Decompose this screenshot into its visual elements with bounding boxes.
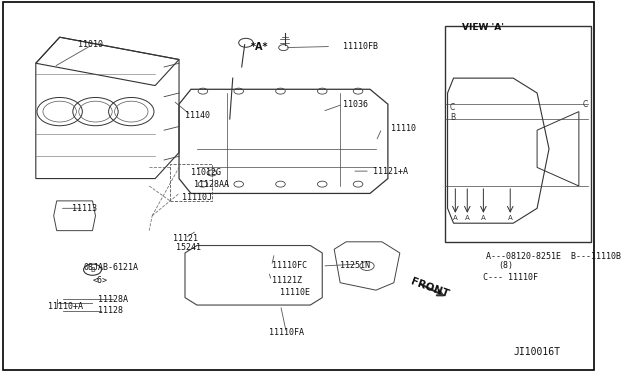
Text: 11251N: 11251N	[340, 262, 370, 270]
Text: FRONT: FRONT	[409, 277, 450, 300]
Text: B: B	[450, 113, 455, 122]
Text: 11012G: 11012G	[191, 169, 221, 177]
Text: A: A	[465, 215, 470, 221]
Text: 11110E: 11110E	[280, 288, 310, 296]
Text: 11128: 11128	[99, 306, 124, 315]
Text: 11110: 11110	[391, 124, 416, 133]
Text: C: C	[582, 100, 588, 109]
Text: 15241: 15241	[176, 243, 201, 252]
Text: 11110FC: 11110FC	[271, 262, 307, 270]
Text: A: A	[453, 215, 458, 221]
Text: A---08120-8251E  B---11110B: A---08120-8251E B---11110B	[486, 252, 621, 261]
Text: B: B	[90, 267, 95, 273]
Text: A: A	[508, 215, 513, 221]
Text: <6>: <6>	[93, 276, 108, 285]
Text: 11128A: 11128A	[99, 295, 129, 304]
Text: 08JAB-6121A: 08JAB-6121A	[84, 263, 138, 272]
Text: 11110+A: 11110+A	[48, 302, 83, 311]
Text: 11110FB: 11110FB	[343, 42, 378, 51]
Text: VIEW 'A': VIEW 'A'	[462, 23, 504, 32]
Text: 11010: 11010	[77, 40, 102, 49]
Text: 11110J: 11110J	[182, 193, 212, 202]
Text: 11121Z: 11121Z	[271, 276, 301, 285]
Text: C: C	[450, 103, 455, 112]
Text: 11121+A: 11121+A	[373, 167, 408, 176]
Text: *A*: *A*	[251, 42, 268, 51]
Text: 11140: 11140	[185, 111, 210, 120]
Text: 11113: 11113	[72, 204, 97, 213]
Text: C--- 11110F: C--- 11110F	[483, 273, 538, 282]
Text: 11121: 11121	[173, 234, 198, 243]
Text: 11128AA: 11128AA	[194, 180, 229, 189]
Text: (8): (8)	[499, 262, 513, 270]
Text: JI10016T: JI10016T	[513, 347, 561, 356]
Text: 11110FA: 11110FA	[269, 328, 303, 337]
Text: 11036: 11036	[343, 100, 368, 109]
Bar	[445, 26, 591, 242]
Bar	[170, 164, 212, 201]
Text: A: A	[481, 215, 486, 221]
